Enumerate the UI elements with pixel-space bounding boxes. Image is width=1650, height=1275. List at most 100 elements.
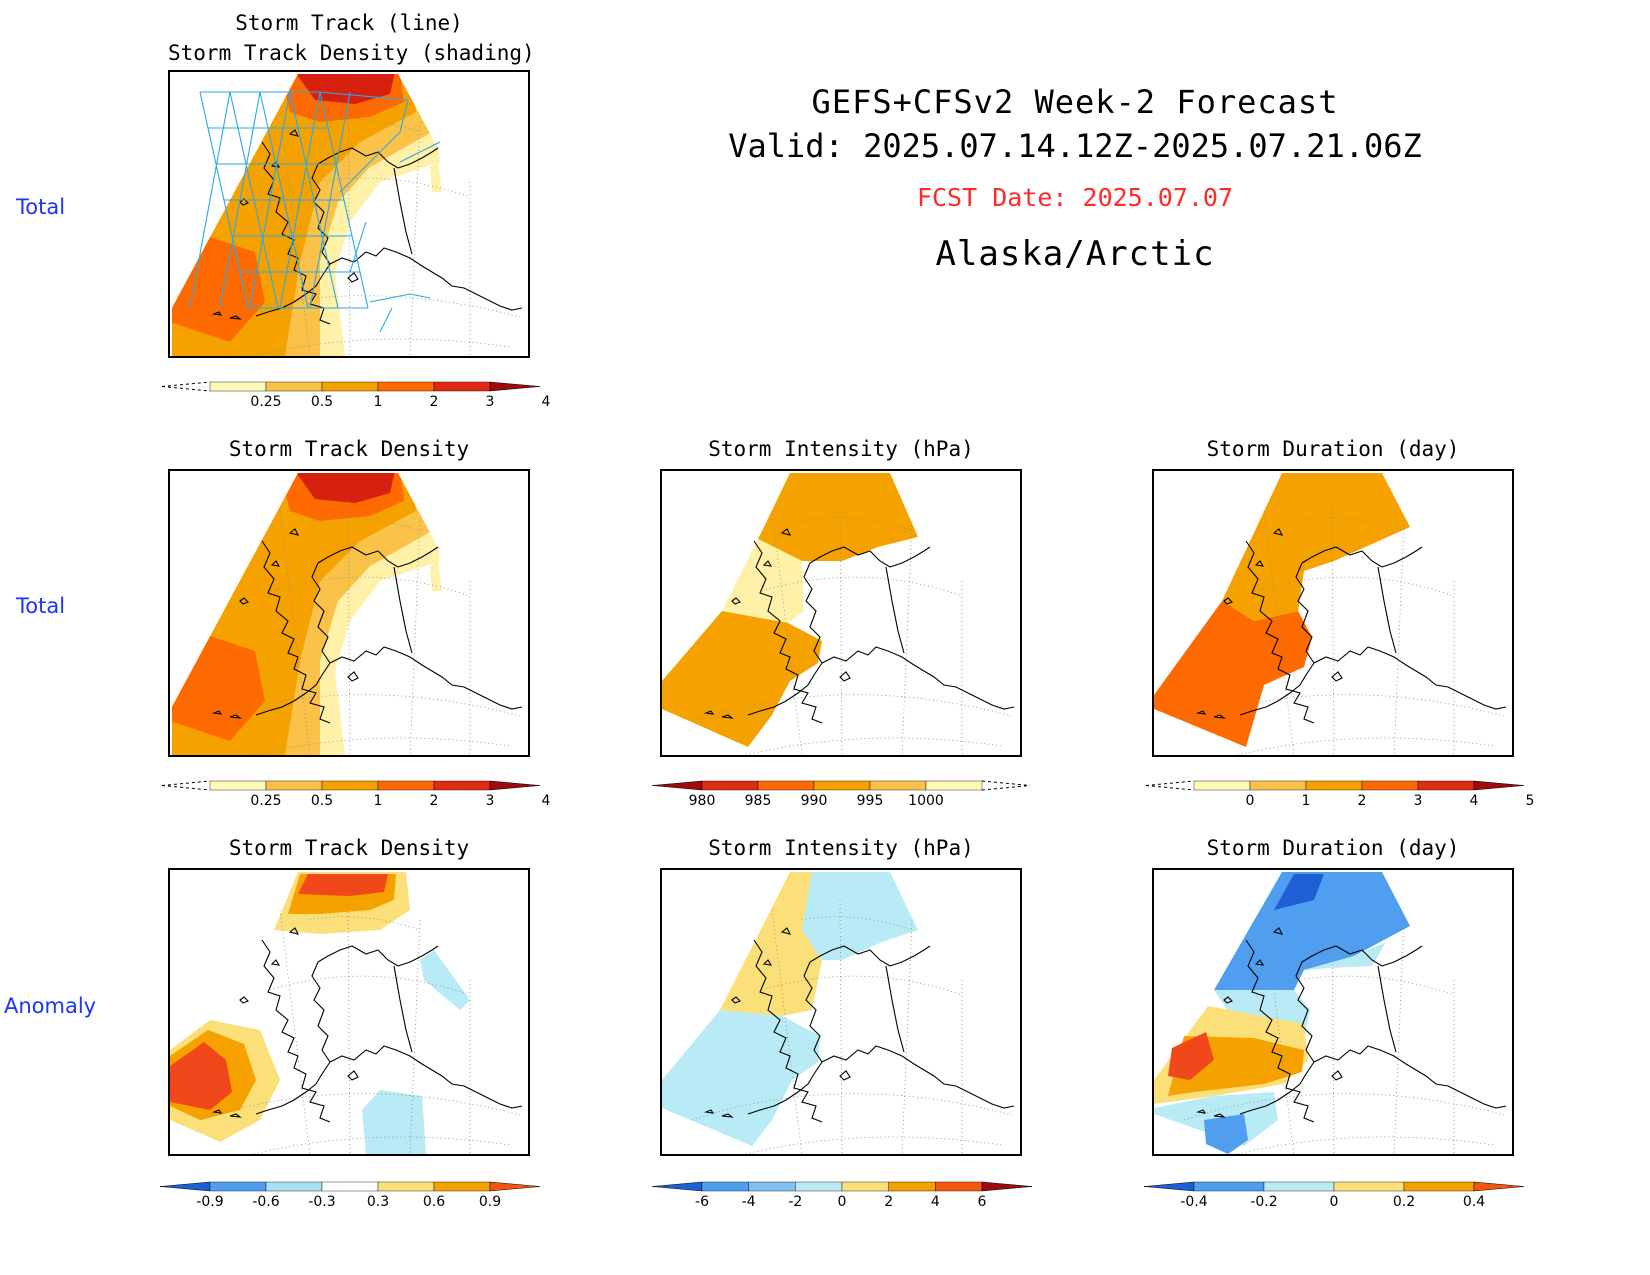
intensity-band-1000	[722, 539, 804, 623]
colorbar-intensity-tick-label-2: 990	[801, 793, 828, 809]
graticule-lines	[199, 500, 521, 755]
colorbar-density-anom-box-3	[377, 1181, 435, 1192]
colorbar-density-1-box-0	[209, 381, 267, 392]
colorbar-density-1-right-arrow	[489, 381, 541, 392]
colorbar-density-anom-tick-label-2: -0.3	[308, 1194, 335, 1210]
colorbar-intensity-tick-label-1: 985	[745, 793, 772, 809]
colorbar-duration-box-1	[1249, 780, 1307, 791]
colorbar-duration-left-dashed	[1145, 780, 1195, 791]
duration-anom-band-neg04	[1274, 874, 1324, 910]
colorbar-density-2-tick-label-3: 2	[430, 793, 439, 809]
duration-anom-band-neg02	[1214, 872, 1410, 990]
colorbar-intensity-left-arrow	[651, 780, 703, 791]
colorbar-intensity-box-3	[869, 780, 927, 791]
colorbar-intensity-anom-box-2	[795, 1181, 843, 1192]
colorbar-duration-anom-box-1	[1263, 1181, 1335, 1192]
colorbar-intensity-anom: -6 -4 -2 0 2 4 6	[651, 1178, 1033, 1210]
duration-anom-band-neg02-south	[1204, 1114, 1248, 1154]
density-anom-field	[170, 872, 470, 1154]
colorbar-intensity-anom-tick-label-2: -2	[788, 1194, 802, 1210]
colorbar-duration-anom-tick-label-1: -0.2	[1250, 1194, 1277, 1210]
colorbar-density-2-boxes	[161, 780, 541, 791]
colorbar-duration-tick-label-1: 1	[1302, 793, 1311, 809]
graticule-lines	[1183, 899, 1505, 1154]
coastline	[211, 528, 523, 724]
graticule-lines	[199, 899, 521, 1154]
coastline	[1195, 528, 1507, 724]
colorbar-intensity-box-2	[813, 780, 871, 791]
colorbar-duration-box-3	[1361, 780, 1419, 791]
colorbar-duration-tick-label-5: 5	[1526, 793, 1535, 809]
colorbar-intensity-anom-box-4	[888, 1181, 936, 1192]
colorbar-density-anom-box-1	[265, 1181, 323, 1192]
intensity-band-995-north	[758, 473, 918, 561]
colorbar-density-2-tick-label-5: 4	[542, 793, 551, 809]
graticule-lines	[691, 899, 1013, 1154]
colorbar-intensity-boxes	[651, 780, 1031, 791]
panel-title-intensity-anom: Storm Intensity (hPa)	[708, 836, 974, 860]
map-intensity-anom	[660, 868, 1022, 1156]
duration-band-4	[1154, 601, 1312, 747]
panel-title-track-density-lines: Storm Track (line) Storm Track Density (…	[168, 11, 535, 65]
panel-title-track-density-anom: Storm Track Density	[228, 836, 470, 860]
colorbar-duration-tick-label-3: 3	[1414, 793, 1423, 809]
colorbar-density-anom-box-4	[433, 1181, 491, 1192]
colorbar-density-anom-boxes	[159, 1181, 541, 1192]
colorbar-density-1-box-2	[321, 381, 379, 392]
colorbar-intensity-anom-right-arrow	[981, 1181, 1033, 1192]
intensity-anom-band-neg-north	[802, 872, 918, 960]
duration-anom-band-neg-small	[1304, 942, 1386, 970]
colorbar-density-1-left-dashed	[161, 381, 211, 392]
map-track-density-anom	[168, 868, 530, 1156]
colorbar-duration-anom-tick-label-2: 0	[1330, 1194, 1339, 1210]
colorbar-duration-anom-tick-label-0: -0.4	[1180, 1194, 1207, 1210]
duration-anom-field	[1154, 872, 1410, 1154]
colorbar-intensity-anom-tick-label-1: -4	[742, 1194, 756, 1210]
colorbar-duration-box-4	[1417, 780, 1475, 791]
colorbar-density-2-tick-label-4: 3	[486, 793, 495, 809]
density-band-3	[295, 473, 395, 503]
colorbar-density-anom-tick-label-3: 0.3	[367, 1194, 389, 1210]
colorbar-intensity-tick-label-4: 1000	[908, 793, 944, 809]
coastline	[1195, 927, 1507, 1123]
colorbar-density-1-tick-label-4: 3	[486, 394, 495, 410]
colorbar-intensity-box-0	[701, 780, 759, 791]
colorbar-density-2-right-arrow	[489, 780, 541, 791]
colorbar-density-anom-tick-label-1: -0.6	[252, 1194, 279, 1210]
colorbar-duration-box-2	[1305, 780, 1363, 791]
density-field	[172, 473, 442, 755]
colorbar-duration-anom-left-arrow	[1143, 1181, 1195, 1192]
intensity-anom-band-neg-south	[662, 1010, 820, 1146]
colorbar-intensity-tick-label-3: 995	[857, 793, 884, 809]
colorbar-density-2-box-2	[321, 780, 379, 791]
panel-title-intensity: Storm Intensity (hPa)	[708, 437, 974, 461]
map-duration-anom	[1152, 868, 1514, 1156]
colorbar-intensity-anom-left-arrow	[651, 1181, 703, 1192]
row-label-total-2: Total	[16, 594, 66, 618]
storm-track-lines	[189, 91, 441, 333]
colorbar-duration-anom-tick-label-3: 0.2	[1393, 1194, 1415, 1210]
colorbar-intensity-anom-tick-label-5: 4	[931, 1194, 940, 1210]
colorbar-density-2: 0.25 0.5 1 2 3 4	[160, 777, 551, 809]
colorbar-density-2-box-3	[377, 780, 435, 791]
colorbar-intensity-tick-label-0: 980	[689, 793, 716, 809]
density-anom-band-09-north	[298, 874, 388, 896]
colorbar-intensity-anom-tick-label-4: 2	[884, 1194, 893, 1210]
colorbar-density-anom-box-2	[321, 1181, 379, 1192]
colorbar-density-anom-tick-label-0: -0.9	[196, 1194, 223, 1210]
colorbar-density-2-tick-label-2: 1	[374, 793, 383, 809]
density-band-small	[430, 162, 442, 192]
colorbar-duration-anom-box-2	[1333, 1181, 1405, 1192]
colorbar-density-anom-box-0	[209, 1181, 267, 1192]
coastline	[703, 528, 1015, 724]
colorbar-density-1-tick-label-3: 2	[430, 394, 439, 410]
colorbar-intensity-anom-tick-label-0: -6	[695, 1194, 709, 1210]
panel-title-duration-anom: Storm Duration (day)	[1206, 836, 1460, 860]
duration-anom-band-pos06	[1168, 1032, 1214, 1080]
colorbar-intensity-anom-tick-label-6: 6	[978, 1194, 987, 1210]
colorbar-intensity-anom-box-0	[701, 1181, 749, 1192]
colorbar-intensity: 980 985 990 995 1000	[651, 777, 1032, 809]
colorbar-density-2-tick-label-1: 0.5	[311, 793, 333, 809]
colorbar-duration-anom-right-arrow	[1473, 1181, 1525, 1192]
duration-field	[1154, 473, 1410, 747]
